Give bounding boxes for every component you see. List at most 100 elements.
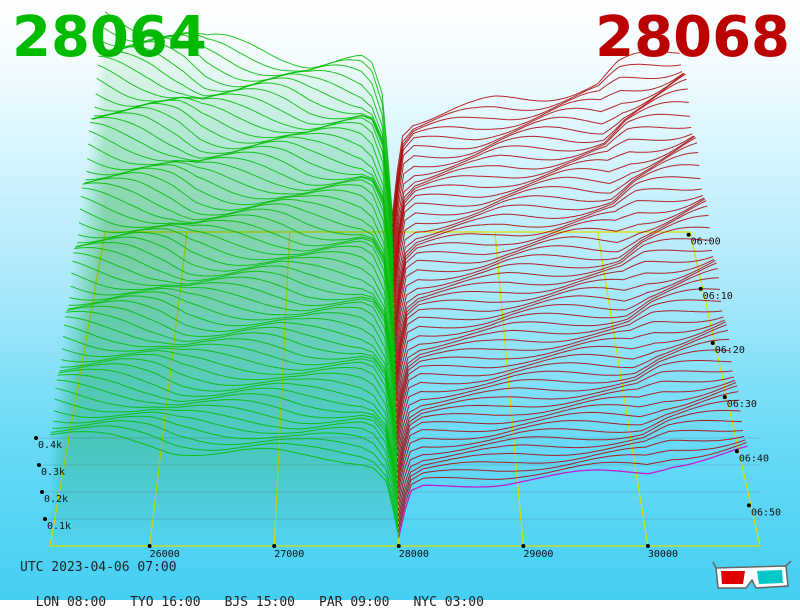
bid-depth-line (67, 300, 398, 436)
ask-depth-line (396, 321, 726, 434)
ask-depth-line (395, 268, 718, 396)
bid-depth-line (50, 425, 400, 533)
y-tick-mark (34, 436, 38, 440)
bid-depth-line (69, 291, 397, 425)
bid-depth-line (53, 410, 399, 517)
bid-depth-line (92, 107, 395, 289)
ask-depth-line (397, 435, 745, 522)
bid-depth-line (90, 117, 395, 299)
ask-depth-line (394, 194, 703, 326)
bid-depth-line (74, 246, 397, 397)
3d-glasses-icon[interactable] (712, 558, 792, 594)
ask-depth-line (394, 197, 705, 331)
bid-depth-line (102, 34, 394, 228)
bid-depth-line (101, 41, 394, 239)
x-tick-label: 30000 (648, 549, 678, 560)
bid-depth-line (96, 77, 394, 265)
ask-depth-line (393, 135, 695, 287)
y-tick-label: 0.4k (38, 440, 62, 451)
y-tick-mark (37, 463, 41, 467)
ask-depth-line (397, 379, 736, 478)
bid-depth-line (70, 285, 397, 419)
time-tick-mark (698, 286, 703, 291)
bid-depth-line (80, 195, 396, 358)
tz-par: PAR 09:00 (319, 595, 390, 610)
bid-depth-line (85, 167, 396, 332)
y-tick-mark (43, 517, 47, 521)
ask-depth-line (394, 200, 707, 341)
x-gridline (597, 231, 649, 547)
bid-depth-line (71, 272, 397, 413)
ask-depth-line (394, 249, 712, 370)
bid-depth-line (65, 310, 398, 446)
ask-depth-line (396, 329, 729, 445)
ask-depth-line (396, 349, 731, 457)
ask-depth-line (394, 238, 711, 364)
bid-depth-line (61, 348, 398, 468)
bid-depth-line (49, 431, 400, 539)
bid-depth-line (75, 241, 397, 392)
y-tick-mark (40, 490, 44, 494)
chart-labels: 26000 27000 28000 29000 30000 0.1k 0.2k 0.3k 0.4… (34, 232, 781, 560)
bid-depth-line (52, 415, 399, 522)
ask-depth-line (396, 324, 728, 439)
ask-depth-line (392, 63, 681, 222)
bid-depth-line (87, 143, 395, 315)
bid-depth-line (81, 187, 396, 353)
bid-depth-line (79, 208, 396, 364)
ask-depth-line (393, 137, 697, 292)
ask-depth-line (397, 385, 738, 489)
ask-depth-line (393, 142, 698, 297)
x-tick-label: 28000 (399, 549, 429, 560)
time-tick-mark (722, 395, 727, 400)
bid-depth-line (60, 358, 399, 479)
time-tick-label: 06:00 (691, 237, 721, 248)
bid-depth-line (56, 379, 399, 500)
bid-price: 28064 (12, 5, 207, 70)
bid-depth-line (58, 368, 399, 490)
bid-depth-line (102, 37, 394, 234)
ask-depth-line (392, 78, 687, 248)
ask-depth-line (391, 50, 680, 217)
ask-depth-line (393, 152, 699, 303)
ask-depth-line (395, 262, 717, 390)
x-tick-mark (396, 544, 401, 548)
bid-depth-line (98, 55, 394, 254)
ask-depth-line (395, 258, 715, 380)
ask-depth-line (395, 256, 714, 375)
timezone-clocks: LON 08:00 TYO 16:00 BJS 15:00 PAR 09:00 NYC … (20, 580, 508, 610)
ask-depth-line (393, 176, 701, 315)
bid-depth-line (103, 27, 393, 222)
time-tick-label: 06:10 (703, 291, 733, 302)
ask-depth-line (398, 442, 747, 532)
ask-price: 28068 (595, 5, 790, 70)
ask-depth-line (396, 360, 732, 462)
bid-depth-line (63, 324, 398, 456)
ask-depth-line (396, 319, 725, 429)
ask-depth-line (392, 72, 685, 237)
bid-depth-line (66, 305, 398, 441)
bid-depth-line (93, 102, 395, 283)
ask-depth-line (392, 73, 686, 242)
tz-nyc: NYC 03:00 (413, 595, 484, 610)
bid-depth-line (83, 177, 396, 343)
bid-depth-line (76, 232, 397, 381)
bid-depth-line (57, 374, 399, 495)
bid-depth-line (78, 222, 396, 370)
ask-depth-line (394, 226, 710, 358)
ask-depth-line (397, 391, 739, 494)
bid-depth-line (59, 363, 399, 485)
ask-depth-line (396, 338, 730, 451)
tz-bjs: BJS 15:00 (224, 595, 296, 610)
time-tick-label: 06:50 (751, 507, 781, 518)
x-tick-label: 27000 (274, 549, 304, 560)
ask-depth-line (393, 126, 692, 272)
bid-depth-line (76, 236, 397, 387)
bid-depth-line (54, 398, 399, 511)
ask-depth-line (392, 72, 684, 233)
bid-depth-line (99, 51, 394, 249)
bid-depth-line (90, 122, 395, 304)
x-tick-label: 29000 (523, 549, 553, 560)
bid-depth-line (68, 295, 398, 430)
bid-depth-line (89, 130, 395, 309)
